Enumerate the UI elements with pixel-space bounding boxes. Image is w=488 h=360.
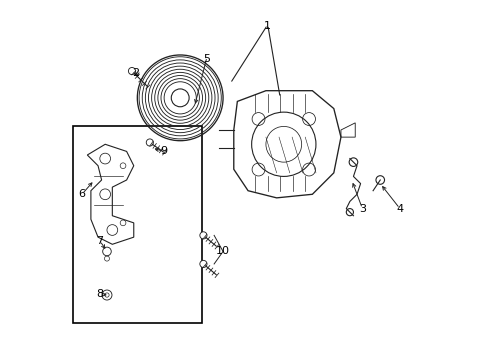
Text: 6: 6	[78, 189, 85, 199]
Circle shape	[146, 139, 153, 146]
Text: 4: 4	[395, 203, 403, 213]
Text: 2: 2	[132, 68, 139, 78]
Text: 3: 3	[358, 203, 365, 213]
Circle shape	[128, 67, 135, 75]
Text: 10: 10	[216, 247, 229, 256]
Text: 8: 8	[96, 289, 103, 299]
Circle shape	[200, 260, 206, 267]
Text: 9: 9	[160, 147, 167, 157]
Text: 5: 5	[203, 54, 210, 64]
Circle shape	[200, 232, 206, 239]
Text: 7: 7	[96, 236, 103, 246]
Text: 1: 1	[264, 21, 271, 31]
Bar	[73, 126, 201, 323]
